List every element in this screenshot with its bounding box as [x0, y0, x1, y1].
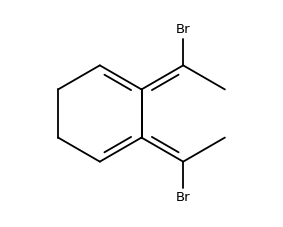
Text: Br: Br: [176, 23, 190, 37]
Text: Br: Br: [176, 190, 190, 204]
